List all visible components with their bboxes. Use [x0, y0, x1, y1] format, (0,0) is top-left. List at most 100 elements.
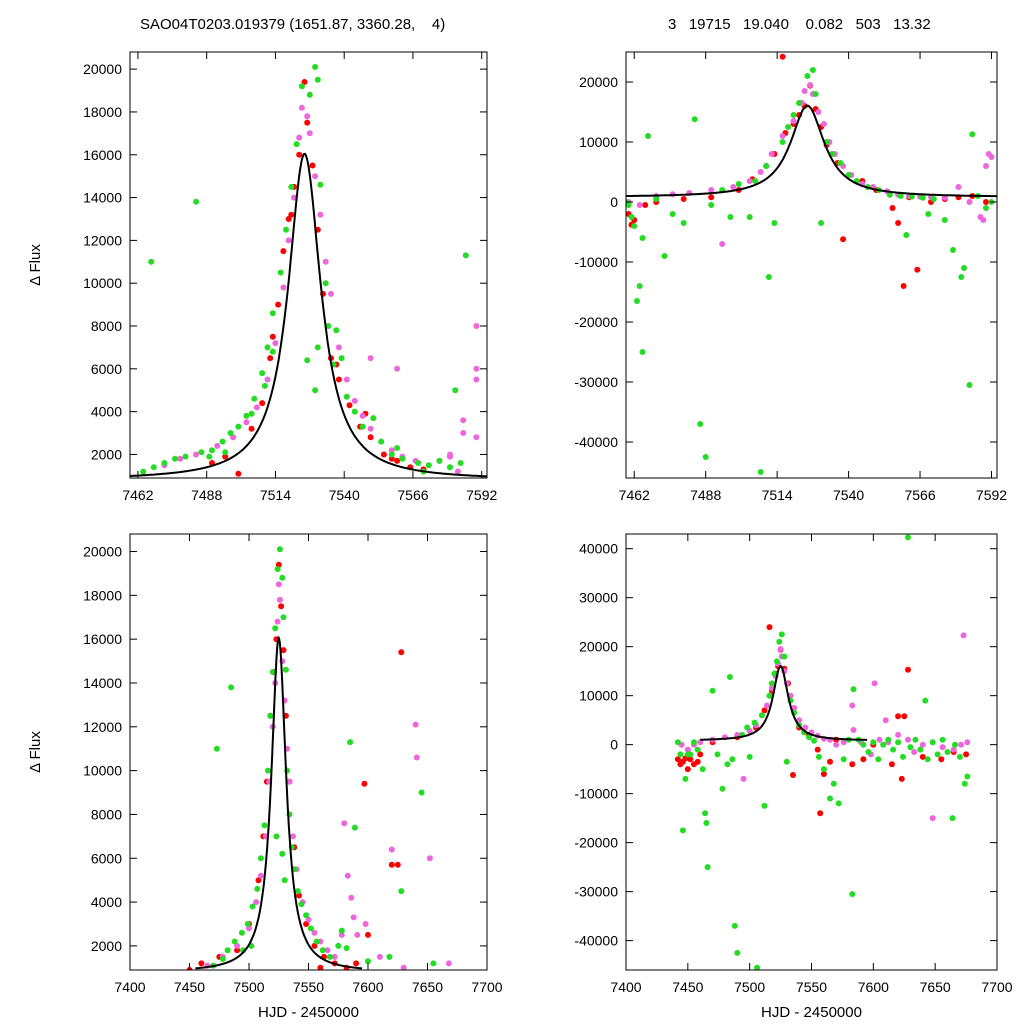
- data-point: [849, 702, 856, 709]
- y-tick-label: 4000: [91, 404, 122, 420]
- data-point: [796, 100, 803, 106]
- data-point: [313, 938, 320, 945]
- data-point: [293, 141, 300, 148]
- data-point: [413, 754, 420, 761]
- data-point: [259, 370, 266, 377]
- data-point: [727, 214, 734, 220]
- data-point: [388, 455, 395, 462]
- data-point: [960, 632, 967, 639]
- data-point: [636, 202, 643, 208]
- data-point: [290, 833, 296, 840]
- y-axis-label: Δ Flux: [27, 244, 44, 286]
- data-point: [283, 226, 289, 233]
- data-point: [238, 929, 245, 936]
- data-point: [882, 717, 889, 724]
- y-tick-label: -20000: [574, 835, 618, 851]
- data-point: [791, 704, 798, 711]
- data-point: [222, 453, 229, 460]
- data-point: [394, 457, 401, 464]
- x-tick-label: 7488: [191, 487, 222, 503]
- y-tick-label: 20000: [83, 544, 122, 560]
- data-point: [895, 713, 902, 720]
- data-point: [280, 284, 287, 291]
- data-point: [876, 736, 883, 743]
- data-point: [277, 269, 284, 276]
- data-point: [790, 112, 797, 118]
- y-tick-label: -30000: [574, 374, 618, 390]
- y-tick-label: 14000: [83, 190, 122, 206]
- data-point: [257, 872, 264, 879]
- data-point: [950, 746, 957, 753]
- data-point: [919, 194, 926, 201]
- x-axis-label: HJD - 2450000: [761, 1004, 862, 1021]
- y-tick-label: 20000: [579, 74, 618, 90]
- data-point: [850, 727, 857, 733]
- data-point: [311, 942, 318, 949]
- data-point: [291, 194, 297, 201]
- data-point: [370, 415, 377, 422]
- data-point: [905, 534, 911, 541]
- y-tick-label: -40000: [574, 933, 618, 949]
- data-point: [779, 133, 786, 139]
- data-point: [958, 274, 965, 280]
- data-point: [714, 751, 721, 758]
- data-point: [234, 942, 241, 949]
- data-point: [961, 265, 967, 271]
- x-tick-label: 7550: [293, 979, 324, 995]
- data-point: [949, 815, 956, 822]
- data-point: [764, 702, 770, 709]
- data-point: [261, 822, 268, 829]
- data-point: [150, 464, 157, 471]
- data-point: [445, 960, 452, 967]
- data-point: [388, 846, 395, 853]
- data-point: [248, 425, 255, 432]
- data-point: [317, 964, 324, 970]
- data-point: [950, 247, 956, 253]
- data-point: [814, 746, 821, 753]
- data-point: [351, 408, 358, 415]
- data-point: [460, 430, 467, 436]
- data-point: [815, 753, 822, 760]
- data-point: [751, 719, 758, 726]
- data-point: [257, 855, 264, 862]
- data-point: [312, 387, 319, 394]
- data-point: [335, 942, 342, 949]
- data-point: [768, 151, 775, 157]
- data-point: [890, 746, 897, 753]
- data-point: [288, 183, 295, 190]
- data-point: [757, 469, 764, 475]
- object-header-left: SAO04T0203.019379 (1651.87, 3360.28, 4): [140, 16, 446, 33]
- data-point: [272, 340, 279, 347]
- data-point: [642, 202, 649, 208]
- data-point: [691, 116, 698, 123]
- y-tick-label: 10000: [579, 688, 618, 704]
- data-point: [462, 252, 469, 259]
- data-point: [280, 248, 287, 255]
- data-point: [958, 741, 965, 748]
- data-point: [779, 53, 786, 60]
- data-point: [172, 455, 178, 462]
- data-point: [898, 775, 905, 782]
- data-point: [460, 417, 467, 424]
- y-tick-label: -20000: [574, 314, 618, 330]
- model-fit-curve: [130, 152, 487, 478]
- data-point: [253, 899, 260, 906]
- data-point: [684, 746, 691, 753]
- data-point: [447, 453, 453, 460]
- data-point: [817, 810, 824, 817]
- data-point: [367, 355, 374, 362]
- data-point: [761, 707, 768, 714]
- data-point: [964, 739, 971, 746]
- data-point: [709, 687, 716, 694]
- data-point: [353, 960, 360, 967]
- data-point: [719, 241, 726, 247]
- data-point: [286, 778, 293, 785]
- data-point: [917, 746, 924, 753]
- data-point: [430, 960, 437, 967]
- data-point: [279, 850, 286, 857]
- y-tick-label: 6000: [91, 850, 122, 866]
- data-point: [367, 434, 374, 441]
- data-point: [269, 669, 276, 675]
- data-point: [278, 603, 285, 610]
